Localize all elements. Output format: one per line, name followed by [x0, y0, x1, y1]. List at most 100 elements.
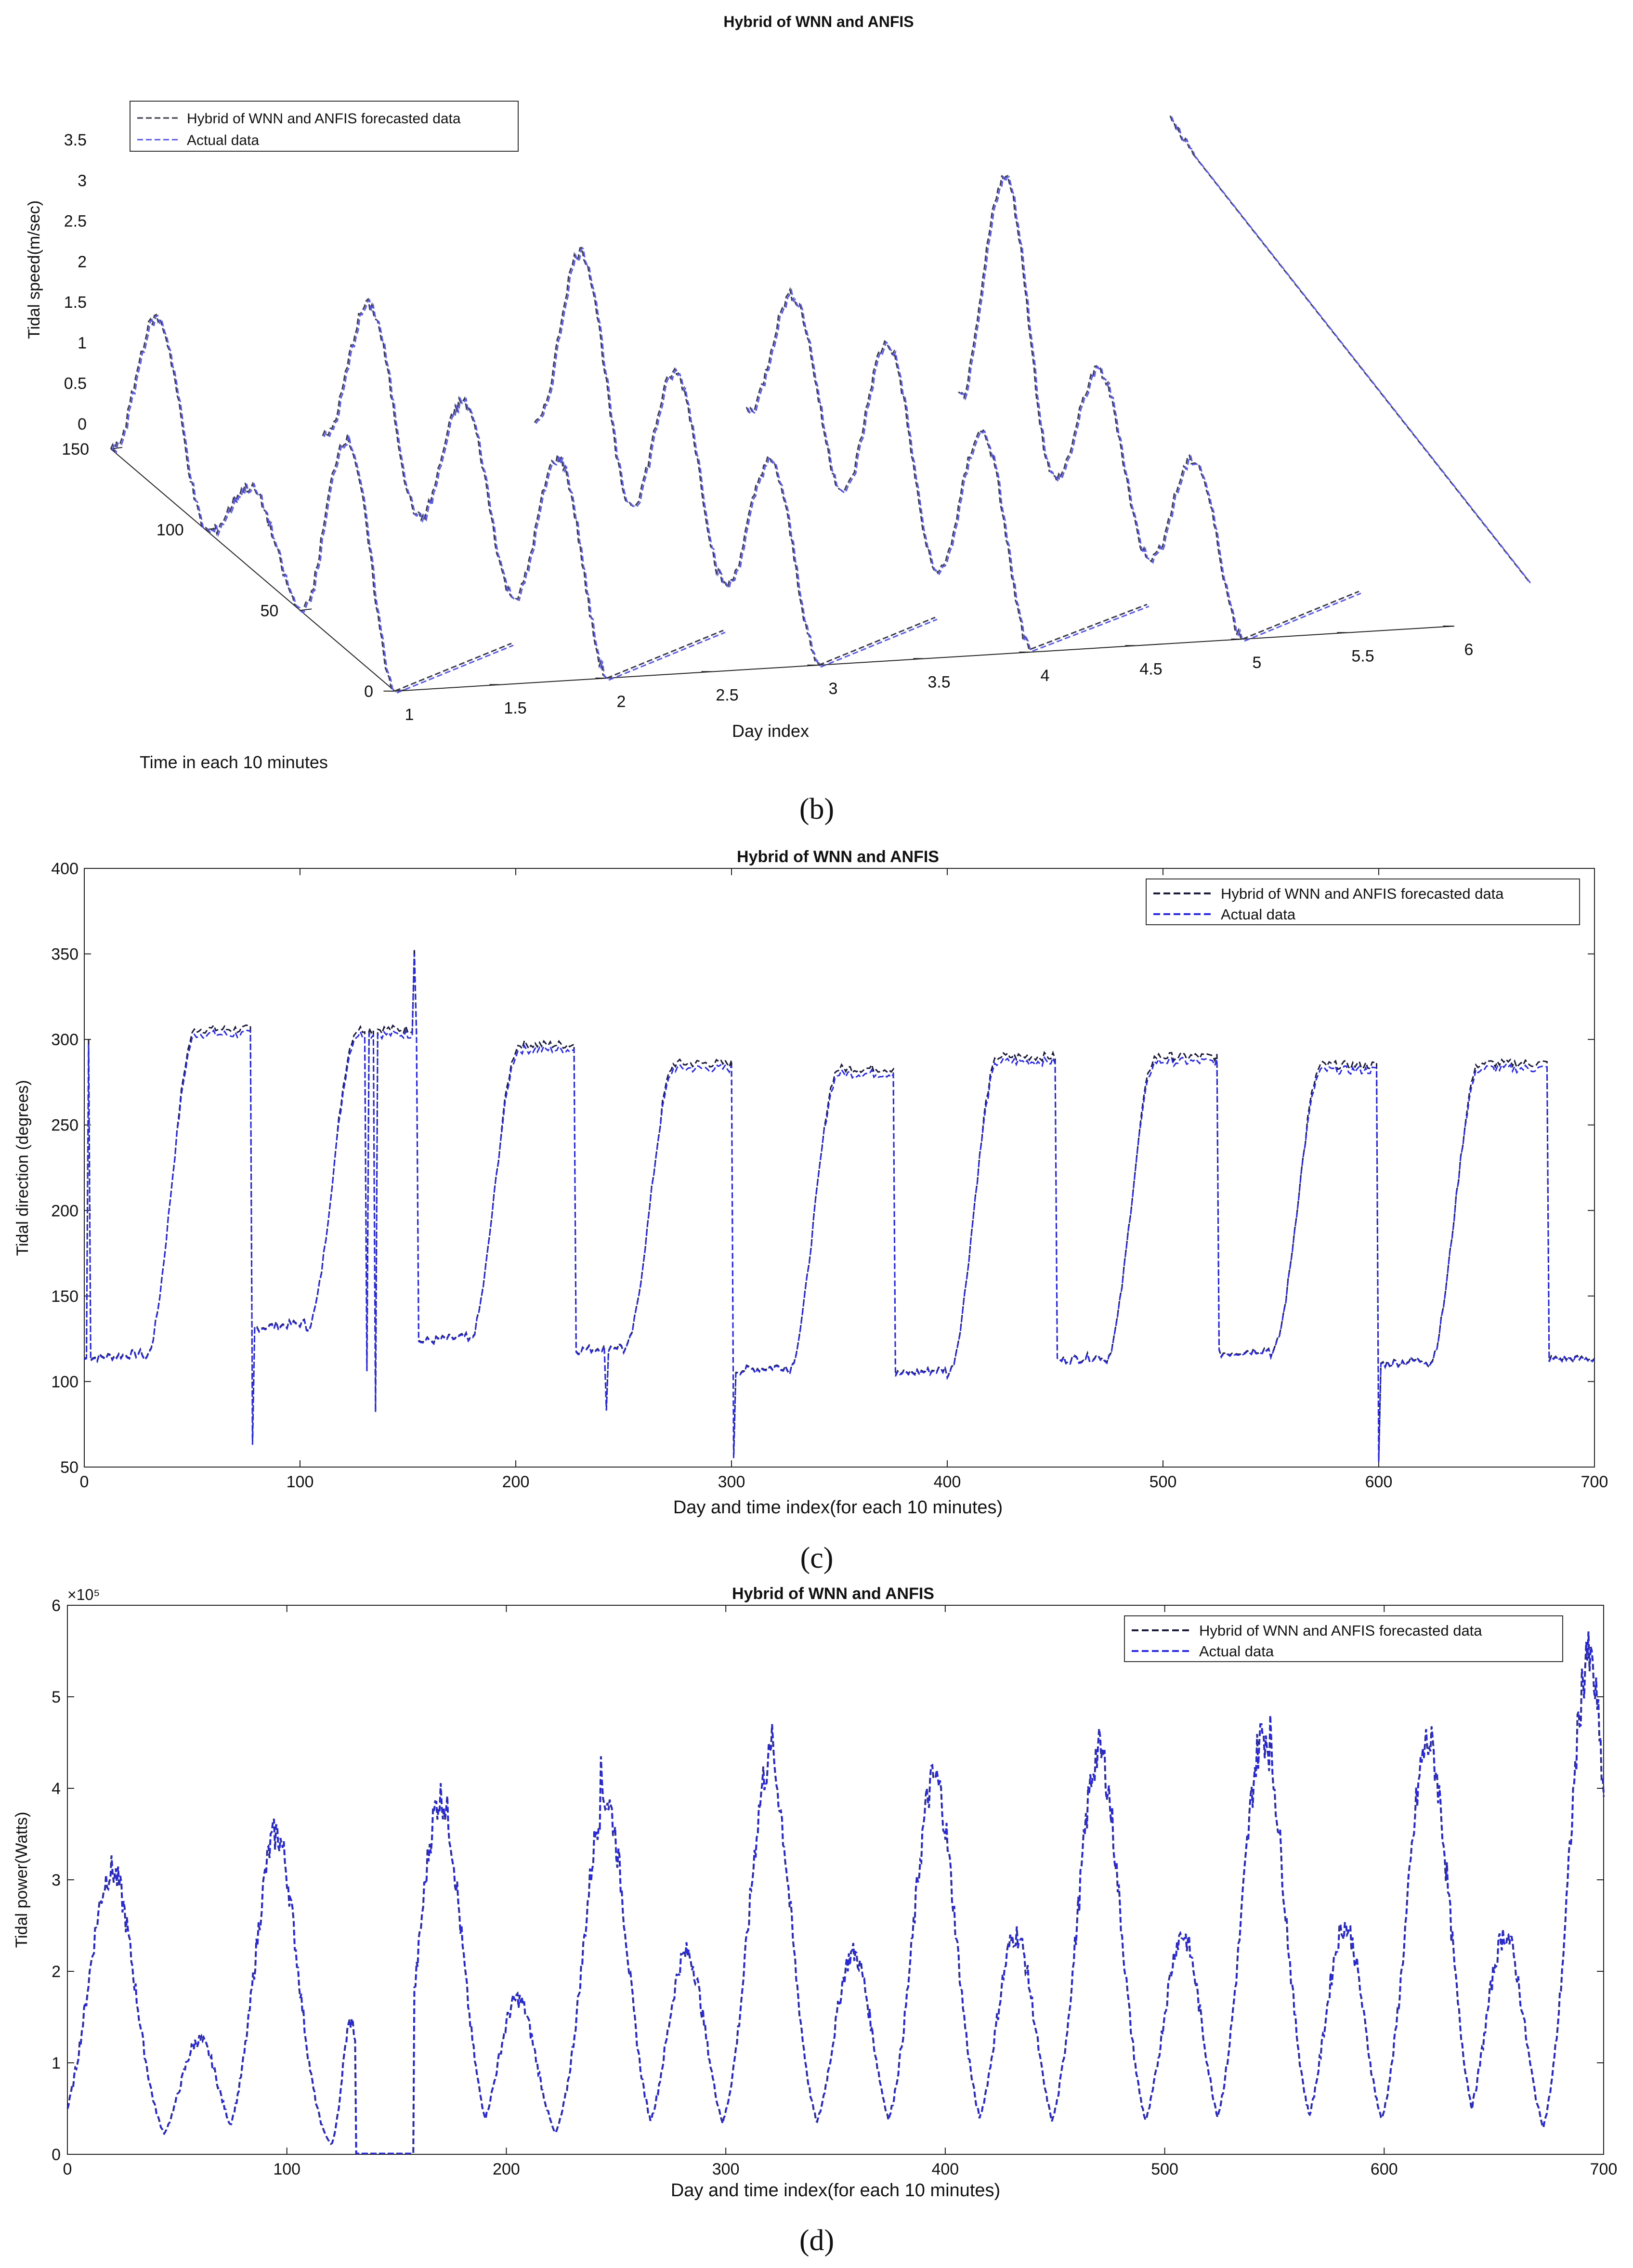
panel-b-ylabel: Time in each 10 minutes	[140, 752, 328, 772]
panel-c-ytick-label: 100	[51, 1373, 78, 1391]
panel-d-label: (d)	[799, 2224, 834, 2257]
panel-b-connector-actual-6	[1194, 155, 1531, 584]
panel-b-xtick-label: 1.5	[504, 699, 526, 718]
panel-d-xtick-label: 200	[493, 2160, 520, 2178]
panel-c-xtick-label: 500	[1150, 1473, 1177, 1491]
panel-d-ytick-label: 6	[52, 1597, 61, 1615]
panel-b-ztick-label: 3.5	[64, 131, 87, 149]
panel-b-3d-tidal-speed: Hybrid of WNN and ANFIS 1 1.5 2 2.5 3 3.5 4 4.5…	[25, 13, 1531, 826]
panel-b-forecast-day-5	[958, 174, 1243, 640]
panel-c-ytick-label: 50	[60, 1458, 78, 1477]
panel-c-title: Hybrid of WNN and ANFIS	[737, 848, 939, 866]
panel-d-exponent: ×10⁵	[67, 1586, 100, 1603]
panel-b-forecast-day-1	[110, 313, 395, 692]
panel-c-xtick-label: 200	[502, 1473, 530, 1491]
panel-d-legend-actual: Actual data	[1199, 1643, 1274, 1660]
panel-b-connector-actual-3	[820, 618, 938, 668]
panel-c-ytick-label: 350	[51, 945, 78, 964]
panel-b-zlabel: Tidal speed(m/sec)	[25, 200, 43, 339]
panel-d-xtick-label: 500	[1151, 2160, 1178, 2178]
panel-c-tidal-direction: Hybrid of WNN and ANFIS 0 100 200 300 400 500…	[13, 848, 1608, 1574]
panel-b-ytick-mark	[300, 608, 312, 611]
panel-b-ztick-label: 1	[78, 334, 87, 352]
panel-b-ztick-label: 0.5	[64, 375, 87, 393]
panel-c-actual-line	[84, 954, 1595, 1462]
panel-c-xtick-label: 300	[718, 1473, 745, 1491]
panel-c-ytick-label: 250	[51, 1116, 78, 1135]
panel-c-ytick-label: 400	[51, 860, 78, 878]
panel-b-legend: Hybrid of WNN and ANFIS forecasted data …	[130, 101, 519, 152]
panel-d-ytick-label: 3	[52, 1871, 61, 1889]
panel-b-series	[110, 115, 1531, 694]
panel-b-actual-day-3	[535, 248, 821, 667]
panel-b-xtick-label: 5	[1253, 654, 1262, 672]
panel-b-forecast-day-4	[745, 287, 1031, 650]
panel-c-ylabel: Tidal direction (degrees)	[13, 1080, 32, 1256]
panel-b-title: Hybrid of WNN and ANFIS	[723, 13, 914, 30]
panel-c-xtick-label: 400	[934, 1473, 961, 1491]
panel-d-ytick-label: 0	[52, 2146, 61, 2164]
panel-c-ytick-label: 200	[51, 1202, 78, 1220]
panel-b-ytick-label: 150	[62, 440, 89, 459]
panel-b-connector-actual-1	[396, 644, 514, 694]
panel-b-connector-forecast-5	[1242, 590, 1359, 640]
panel-b-connector-actual-4	[1032, 605, 1150, 652]
panel-d-ticks: 0 100 200 300 400 500 600 700 0 1 2 3 4 5 6	[52, 1597, 1617, 2178]
panel-d-ytick-label: 5	[52, 1688, 61, 1706]
panel-b-axes: 1 1.5 2 2.5 3 3.5 4 4.5 5 5.5 6 0 50 100 150 0 0.5 1 1.5 2 2…	[62, 131, 1473, 724]
panel-c-series	[84, 948, 1595, 1462]
panel-c-plot-frame	[84, 868, 1595, 1468]
panel-b-ztick-label: 3	[78, 171, 87, 190]
panel-d-xtick-label: 600	[1371, 2160, 1398, 2178]
panel-b-forecast-day-6	[1169, 115, 1194, 155]
panel-b-forecast-day-2	[322, 298, 607, 679]
panel-b-ytick-label: 50	[261, 602, 279, 620]
panel-b-actual-day-1	[111, 314, 397, 693]
panel-b-connector-forecast-3	[818, 616, 936, 666]
panel-d-legend-forecast: Hybrid of WNN and ANFIS forecasted data	[1199, 1622, 1482, 1639]
panel-c-legend-actual: Actual data	[1221, 906, 1296, 923]
panel-d-ytick-label: 2	[52, 1963, 61, 1981]
panel-b-xtick-label: 2	[617, 693, 626, 711]
panel-b-actual-day-2	[323, 299, 609, 680]
panel-c-xtick-label: 600	[1365, 1473, 1393, 1491]
panel-d-series	[66, 1631, 1605, 2154]
panel-b-xtick-label: 4	[1041, 667, 1050, 685]
panel-d-xtick-label: 300	[712, 2160, 740, 2178]
panel-d-xtick-label: 0	[63, 2160, 72, 2178]
panel-b-xtick-label: 2.5	[716, 686, 738, 705]
panel-b-forecast-day-3	[534, 247, 820, 666]
panel-b-xtick-label: 3	[829, 680, 838, 698]
panel-c-ytick-label: 150	[51, 1287, 78, 1306]
panel-b-legend-actual: Actual data	[187, 132, 259, 148]
panel-d-tidal-power: Hybrid of WNN and ANFIS 0 100 200 300 400 500…	[13, 1585, 1617, 2257]
panel-b-ztick-label: 1.5	[64, 293, 87, 312]
panel-d-legend: Hybrid of WNN and ANFIS forecasted data …	[1124, 1615, 1563, 1662]
panel-d-ytick-label: 4	[52, 1780, 61, 1798]
panel-b-xlabel: Day index	[732, 721, 809, 741]
panel-b-actual-day-6	[1171, 116, 1195, 156]
panel-b-label: (b)	[799, 793, 834, 826]
panel-c-label: (c)	[800, 1542, 834, 1574]
panel-b-xtick-label: 3.5	[928, 673, 950, 692]
panel-c-xtick-label: 0	[80, 1473, 89, 1491]
panel-b-connector-actual-5	[1244, 592, 1361, 642]
panel-b-ztick-label: 0	[78, 415, 87, 433]
panel-d-ytick-label: 1	[52, 2054, 61, 2072]
panel-b-y-axis	[110, 448, 395, 692]
panel-d-xtick-label: 700	[1590, 2160, 1618, 2178]
panel-c-xtick-label: 700	[1581, 1473, 1608, 1491]
panel-b-xtick-label: 6	[1464, 641, 1474, 659]
panel-b-legend-forecast: Hybrid of WNN and ANFIS forecasted data	[187, 111, 461, 127]
panel-d-xlabel: Day and time index(for each 10 minutes)	[671, 2180, 1000, 2201]
panel-b-xtick-label: 4.5	[1139, 660, 1162, 679]
panel-d-xtick-label: 400	[931, 2160, 959, 2178]
panel-d-ylabel: Tidal power(Watts)	[13, 1812, 31, 1948]
panel-d-title: Hybrid of WNN and ANFIS	[732, 1585, 934, 1603]
panel-b-ztick-label: 2.5	[64, 212, 87, 231]
panel-b-connector-actual-2	[608, 631, 726, 681]
panel-c-xtick-label: 100	[287, 1473, 314, 1491]
panel-b-actual-day-4	[747, 288, 1032, 651]
panel-b-actual-day-5	[959, 175, 1244, 641]
panel-b-ytick-label: 100	[157, 521, 184, 539]
